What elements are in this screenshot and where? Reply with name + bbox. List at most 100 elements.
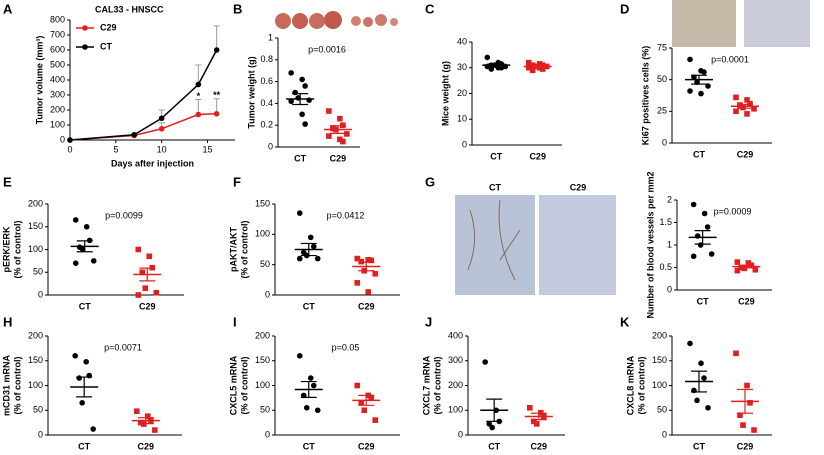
point — [330, 125, 336, 132]
point — [744, 382, 750, 389]
point — [372, 270, 379, 277]
y-tick-label: 50 — [33, 405, 43, 415]
x-tick-label: C29 — [738, 296, 755, 306]
y-tick-label: 0 — [268, 141, 273, 151]
point — [134, 408, 140, 415]
y-axis-label: pERK/ERK — [1, 226, 11, 273]
point — [90, 426, 96, 432]
point — [690, 201, 697, 208]
x-tick-label: 15 — [202, 144, 212, 154]
point — [698, 360, 704, 367]
point — [153, 289, 160, 296]
image-label: C29 — [570, 182, 587, 192]
point — [213, 110, 220, 117]
point — [139, 269, 146, 276]
y-tick-label: 0 — [458, 429, 463, 439]
p-value: p=0.0071 — [104, 342, 142, 352]
p-value: p=0.0099 — [105, 210, 143, 220]
point — [488, 66, 495, 72]
p-value: p=0.0009 — [714, 206, 752, 216]
ki67-images — [672, 0, 810, 47]
point — [213, 47, 220, 53]
point — [326, 133, 332, 139]
y-tick-label: 0 — [265, 289, 270, 299]
y-tick-label: 30 — [457, 62, 467, 72]
point — [690, 253, 697, 260]
point — [752, 266, 759, 273]
y-tick-label: 0.6 — [260, 76, 273, 86]
panel-label: B — [233, 1, 242, 16]
x-tick-label: C29 — [737, 441, 754, 451]
x-tick-label: CT — [303, 301, 315, 311]
point — [72, 217, 79, 223]
point — [361, 407, 368, 414]
y-tick-label: 50 — [260, 259, 270, 269]
point — [142, 285, 149, 291]
point — [158, 125, 165, 132]
panel-label: F — [233, 174, 241, 189]
point — [354, 255, 361, 262]
point — [358, 400, 365, 406]
y-tick-label: 25 — [657, 106, 667, 116]
x-tick-label: CT — [78, 441, 90, 451]
y-tick-label: 150 — [255, 198, 270, 208]
x-tick-label: C29 — [138, 441, 155, 451]
point — [687, 340, 693, 347]
y-tick-label: 400 — [50, 74, 65, 84]
point — [288, 98, 294, 105]
x-tick-label: C29 — [330, 153, 347, 163]
y-tick-label: 0 — [662, 429, 667, 439]
panel-label: J — [425, 314, 432, 329]
x-tick-label: CT — [490, 151, 502, 161]
point — [751, 427, 757, 433]
y-tick-label: 0.5 — [659, 262, 672, 272]
annotation: * — [197, 91, 201, 101]
point — [358, 258, 365, 265]
y-tick-label: 2 — [667, 194, 672, 204]
y-tick-label: 200 — [28, 330, 43, 340]
point — [708, 251, 715, 257]
y-tick-label: 1 — [268, 32, 273, 42]
y-axis-label: pAKT/AKT — [228, 227, 238, 272]
point — [701, 210, 708, 217]
series-line — [69, 49, 218, 141]
point — [525, 59, 532, 66]
y-tick-label: 800 — [50, 14, 65, 24]
series-line — [69, 113, 217, 141]
point — [365, 257, 372, 263]
x-tick-label: C29 — [139, 301, 156, 311]
panel-label: K — [620, 314, 630, 329]
y-tick-label: 200 — [28, 198, 43, 208]
legend-label: C29 — [100, 22, 117, 32]
point — [733, 108, 739, 115]
point — [195, 111, 202, 118]
point — [83, 358, 89, 365]
point — [744, 111, 750, 117]
point — [307, 375, 314, 381]
point — [314, 255, 321, 262]
y-tick-label: 200 — [255, 330, 270, 340]
point — [296, 210, 303, 216]
point — [734, 267, 741, 274]
y-tick-label: 0 — [60, 134, 65, 144]
point — [529, 67, 536, 74]
y-axis-label: (% of control) — [12, 357, 22, 415]
point — [314, 407, 321, 414]
point — [337, 115, 343, 122]
point — [747, 400, 753, 406]
point — [737, 412, 743, 418]
point — [296, 353, 303, 359]
y-tick-label: 0 — [462, 139, 467, 149]
point — [145, 413, 151, 419]
y-axis-label: Tumor volume (mm³) — [34, 36, 44, 125]
tumor-photos — [275, 11, 398, 29]
y-axis-label: (% of control) — [239, 221, 249, 279]
point — [72, 260, 79, 266]
panel-label: E — [3, 174, 12, 189]
y-tick-label: 1 — [667, 239, 672, 249]
y-tick-label: 0.8 — [260, 54, 273, 64]
point — [737, 102, 743, 108]
y-tick-label: 0.2 — [260, 120, 273, 130]
y-axis-label: (% of control) — [636, 357, 646, 415]
